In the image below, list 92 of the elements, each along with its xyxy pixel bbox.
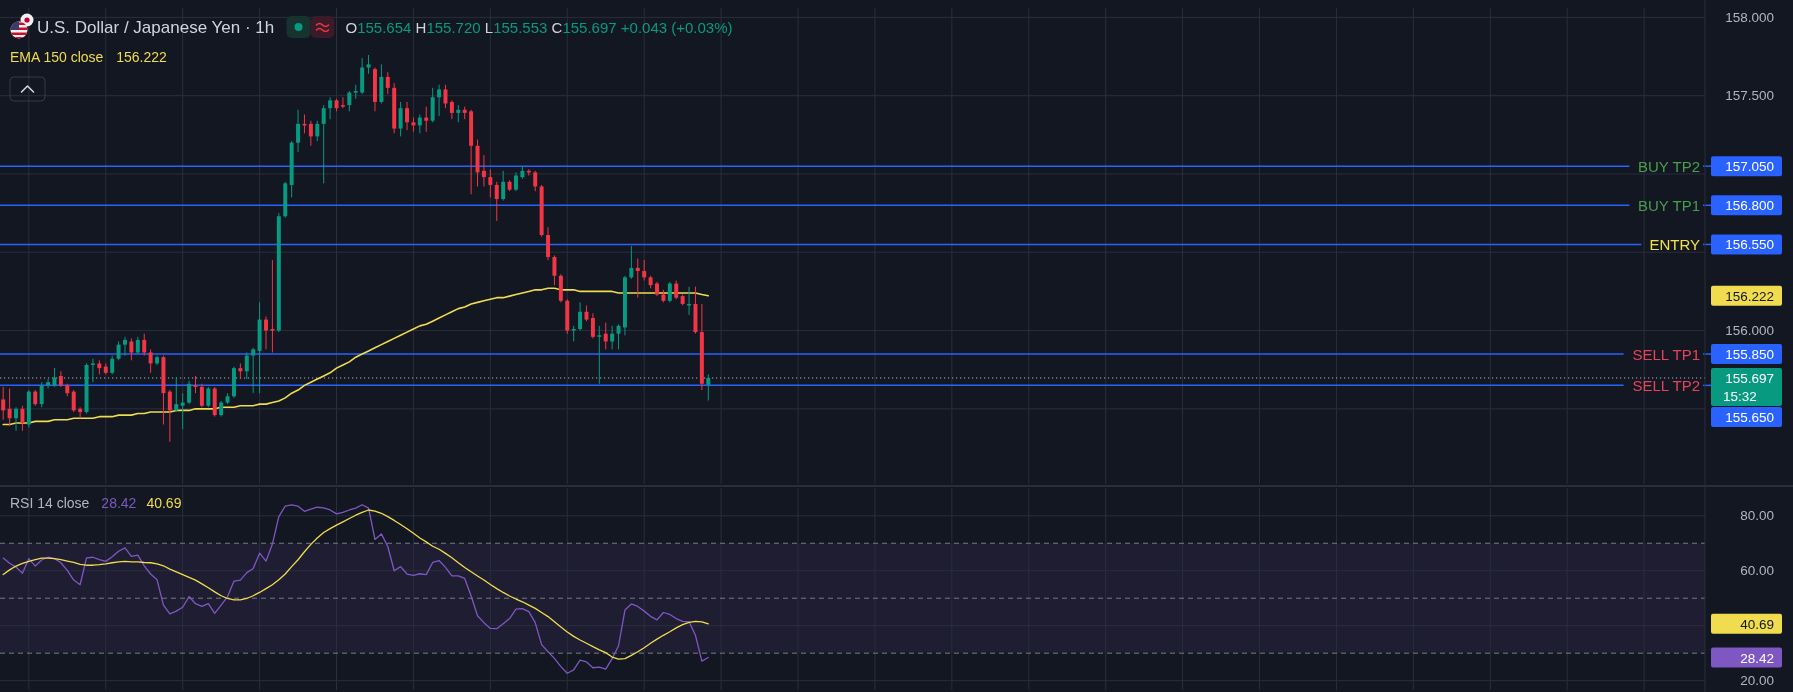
text: 15:32 <box>1723 389 1757 405</box>
candlestick <box>328 96 333 120</box>
candlestick <box>251 347 256 394</box>
annotation: 156.222 <box>116 49 167 65</box>
candlestick <box>199 383 204 408</box>
text: 28.42 <box>1740 650 1774 666</box>
ref-line-label: SELL TP1 <box>1632 345 1700 363</box>
candlestick <box>629 245 634 280</box>
candlestick <box>443 84 448 109</box>
candlestick <box>315 120 320 142</box>
candlestick <box>610 325 615 350</box>
candlestick <box>187 380 192 405</box>
candlestick <box>142 333 147 357</box>
candlestick <box>514 171 518 192</box>
candlestick <box>340 96 345 109</box>
candlestick <box>71 389 76 413</box>
candlestick <box>206 386 211 408</box>
text: 155.650 <box>1725 410 1774 425</box>
candlestick <box>533 170 538 192</box>
annotation: 40.69 <box>146 495 182 511</box>
candlestick <box>244 351 249 380</box>
text: EMA 150 close <box>10 49 104 65</box>
candlestick <box>590 312 595 339</box>
candlestick <box>366 54 371 75</box>
text: 155.697 <box>1725 371 1774 386</box>
candlestick <box>552 254 557 286</box>
y-tick-label: 60.00 <box>1740 563 1774 579</box>
candlestick <box>424 106 429 133</box>
candlestick <box>481 154 486 187</box>
candlestick <box>578 301 583 332</box>
candlestick <box>46 378 51 389</box>
text: 40.69 <box>1740 616 1774 632</box>
candlestick <box>385 71 390 95</box>
candlestick <box>405 101 410 131</box>
candlestick <box>546 226 551 261</box>
candlestick <box>7 387 12 427</box>
candlestick <box>264 315 268 350</box>
candlestick <box>603 322 608 350</box>
candlestick <box>706 373 711 402</box>
text: 157.050 <box>1725 159 1774 175</box>
ref-line-label: ENTRY <box>1649 235 1700 253</box>
candlestick <box>430 87 435 123</box>
annotation: 28.42 <box>101 495 137 511</box>
candlestick <box>635 258 640 299</box>
candlestick <box>437 84 442 117</box>
annotation: O155.654 H155.720 L155.553 C155.697 +0.043 (+0.03%) <box>345 18 733 36</box>
text: 156.222 <box>1725 288 1774 304</box>
candlestick <box>52 367 57 388</box>
text: U.S. Dollar / Japanese Yen · 1h <box>37 17 275 37</box>
candlestick <box>270 259 275 353</box>
candlestick <box>321 104 326 184</box>
candlestick <box>667 281 672 303</box>
y-tick-label: 156.000 <box>1725 323 1774 339</box>
candlestick <box>597 325 602 385</box>
candlestick <box>501 170 506 202</box>
candlestick <box>687 286 692 316</box>
candlestick <box>116 341 121 361</box>
y-tick-label: 158.000 <box>1725 9 1774 25</box>
candlestick <box>78 406 83 419</box>
candlestick <box>494 181 499 222</box>
candlestick <box>167 389 172 443</box>
candlestick <box>39 381 44 408</box>
candlestick <box>123 336 127 357</box>
ref-line-label: BUY TP2 <box>1638 157 1700 175</box>
candlestick <box>110 355 115 375</box>
candlestick <box>129 337 134 361</box>
y-tick-label: 20.00 <box>1740 673 1774 689</box>
candlestick <box>398 101 403 137</box>
candlestick <box>20 405 25 432</box>
candlestick <box>308 120 313 147</box>
y-tick-label: 157.500 <box>1725 88 1774 104</box>
candlestick <box>180 392 185 430</box>
candlestick <box>1 386 6 421</box>
text: 156.550 <box>1725 237 1774 253</box>
candlestick <box>488 168 493 198</box>
candlestick <box>674 279 679 300</box>
candlestick <box>417 113 422 134</box>
candlestick <box>642 259 647 281</box>
y-tick-label: 80.00 <box>1740 508 1774 524</box>
candlestick <box>449 99 454 120</box>
ref-line-label: BUY TP1 <box>1638 196 1700 214</box>
ref-line-label: SELL TP2 <box>1632 376 1700 394</box>
text: 155.850 <box>1725 347 1774 363</box>
candlestick <box>616 323 621 350</box>
candlestick <box>296 109 301 153</box>
text: 156.800 <box>1725 198 1774 214</box>
candlestick <box>347 90 352 112</box>
text: RSI 14 close <box>10 495 90 511</box>
candlestick <box>14 406 19 432</box>
candlestick <box>148 348 153 374</box>
candlestick <box>174 377 179 413</box>
candlestick <box>90 358 95 383</box>
